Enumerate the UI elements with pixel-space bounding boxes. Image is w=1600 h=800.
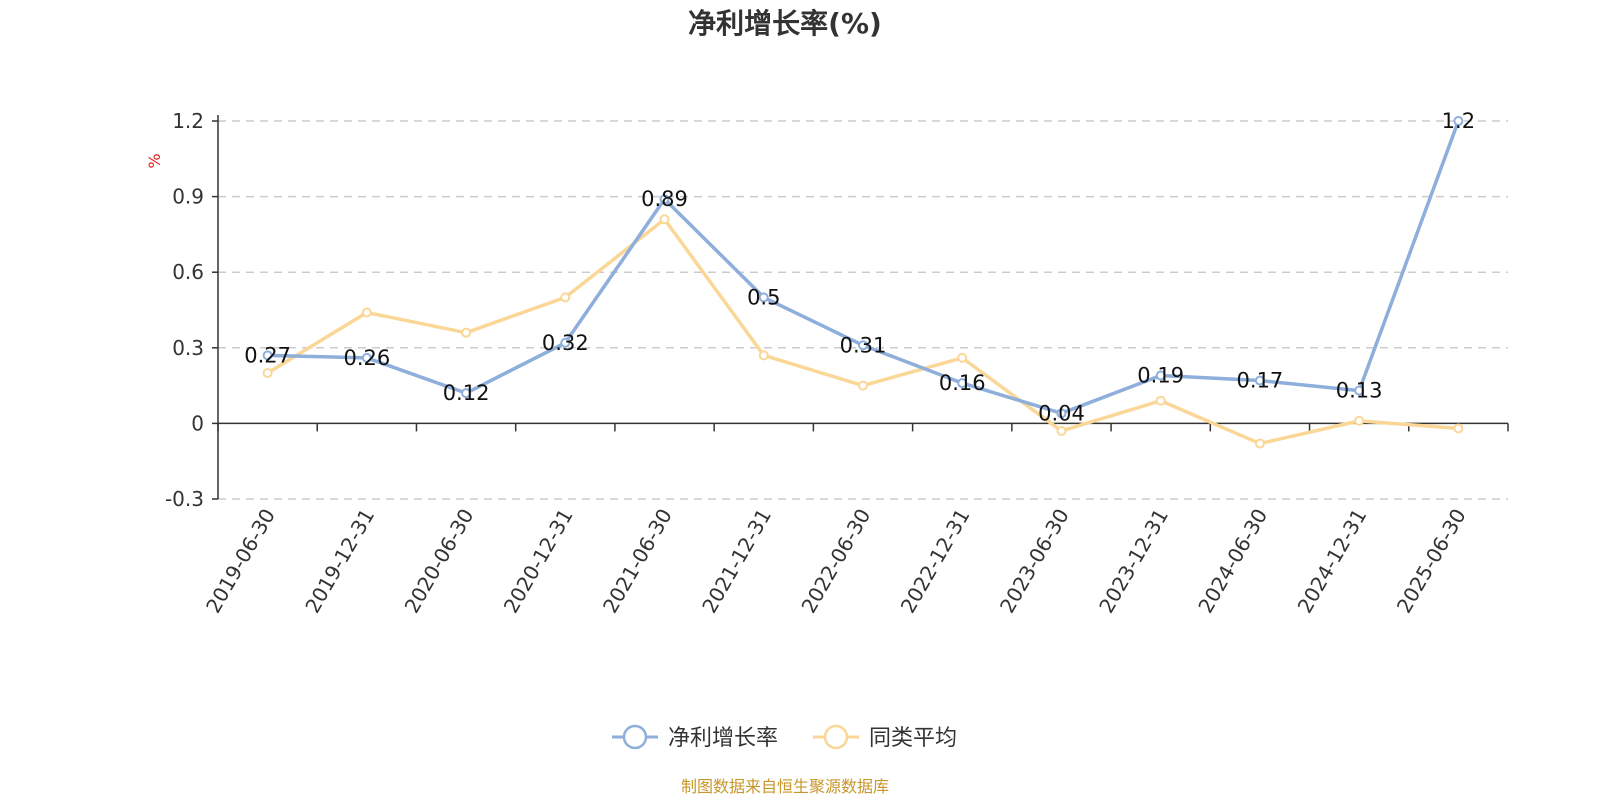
data-point[interactable]: [957, 352, 968, 363]
x-tick-label: 2020-12-31: [499, 505, 578, 618]
data-point[interactable]: [1453, 423, 1464, 434]
data-point[interactable]: [1155, 370, 1166, 381]
data-label: 1.2: [1442, 109, 1475, 133]
data-point[interactable]: [858, 340, 868, 351]
data-point[interactable]: [1254, 438, 1265, 449]
x-tick-label: 2022-06-30: [796, 505, 875, 618]
data-point[interactable]: [858, 380, 868, 391]
source-label: 制图数据来自恒生聚源数据库: [681, 777, 889, 796]
legend-item-0[interactable]: 净利增长率: [612, 724, 778, 751]
data-point[interactable]: [758, 350, 769, 361]
axis-layer: 2019-06-30 2019-12-31 2020-06-30 2020-12-31…: [201, 115, 1509, 618]
x-tick-label: 2023-12-31: [1094, 505, 1173, 618]
x-tick-label: 2021-06-30: [598, 505, 677, 618]
data-label-layer: 0.27 0.26 0.12 0.32 0.89 0.5 0.31 0.16 0.04 0.19 0…: [244, 109, 1475, 425]
x-tick-label: 2019-12-31: [300, 505, 379, 618]
data-point[interactable]: [560, 292, 571, 303]
data-point[interactable]: [560, 337, 571, 348]
legend-item-1[interactable]: 同类平均: [813, 724, 957, 751]
legend-label: 净利增长率: [668, 726, 778, 751]
data-label: 0.27: [244, 343, 291, 367]
data-point[interactable]: [1056, 408, 1067, 419]
data-point[interactable]: [957, 378, 968, 389]
grid-layer: 1.2 0.9 0.6 0.3 0 -0.3: [165, 109, 1508, 511]
y-tick-label: 0.3: [172, 336, 204, 360]
data-label: 0.12: [443, 381, 490, 405]
legend-circle-icon: [622, 724, 648, 750]
x-tick-label: 2025-06-30: [1392, 505, 1471, 618]
legend-label: 同类平均: [869, 726, 957, 751]
y-tick-label: 0.9: [172, 185, 204, 209]
data-label: 0.26: [343, 346, 390, 370]
data-label: 0.31: [840, 333, 887, 357]
x-tick-label: 2023-06-30: [995, 505, 1074, 618]
data-point[interactable]: [262, 350, 273, 361]
x-tick-label: 2022-12-31: [896, 504, 975, 617]
x-tick-label: 2019-06-30: [201, 505, 280, 618]
data-label: 0.13: [1336, 379, 1383, 403]
data-point[interactable]: [659, 194, 670, 205]
data-label: 0.32: [542, 331, 589, 355]
legend[interactable]: 净利增长率 同类平均: [612, 724, 957, 751]
data-point[interactable]: [1254, 375, 1265, 386]
x-tick-label: 2020-06-30: [400, 504, 479, 617]
data-point[interactable]: [461, 327, 472, 338]
data-point[interactable]: [361, 352, 372, 363]
data-label: 0.89: [641, 187, 688, 211]
y-tick-label: -0.3: [165, 487, 204, 511]
data-label: 0.16: [939, 371, 986, 395]
y-axis-unit-label: %: [145, 153, 164, 168]
y-tick-label: 0: [191, 411, 204, 435]
data-point[interactable]: [1453, 116, 1464, 126]
legend-circle-icon: [823, 724, 849, 750]
data-label: 0.17: [1237, 369, 1284, 393]
data-point[interactable]: [1354, 385, 1365, 396]
data-label: 0.19: [1137, 364, 1184, 388]
data-point[interactable]: [758, 292, 769, 303]
data-point[interactable]: [461, 388, 472, 399]
series-line-1: [266, 217, 1459, 446]
x-tick-label: 2021-12-31: [697, 505, 776, 618]
data-point[interactable]: [659, 214, 670, 225]
data-point[interactable]: [1354, 415, 1365, 426]
data-point[interactable]: [262, 368, 273, 378]
data-point[interactable]: [361, 307, 372, 318]
data-point[interactable]: [1155, 395, 1166, 406]
series-layer: [262, 116, 1464, 449]
y-tick-label: 0.6: [172, 260, 204, 284]
data-point[interactable]: [1056, 425, 1067, 436]
x-tick-label: 2024-12-31: [1293, 505, 1372, 618]
data-label: 0.5: [747, 285, 780, 309]
x-tick-label: 2024-06-30: [1193, 505, 1272, 618]
data-label: 0.04: [1038, 401, 1085, 425]
chart-title: 净利增长率(%): [688, 7, 882, 40]
y-tick-label: 1.2: [172, 109, 204, 133]
